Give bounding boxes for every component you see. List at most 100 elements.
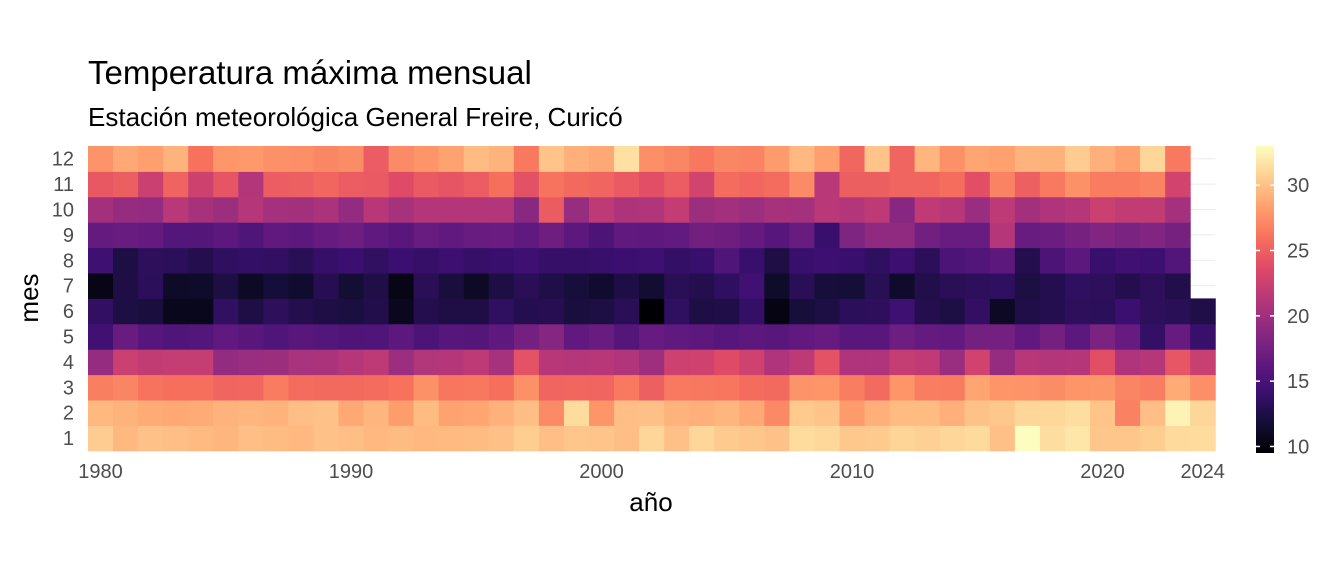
heatmap-cell [839, 425, 866, 452]
heatmap-cell [864, 196, 891, 223]
heatmap-cell [889, 247, 916, 274]
heatmap-cell [113, 298, 139, 325]
heatmap-cell [163, 298, 189, 325]
heatmap-cell [764, 196, 790, 223]
x-axis-title: año [629, 487, 672, 517]
heatmap-cell [789, 349, 815, 376]
x-tick-label: 1980 [78, 461, 123, 483]
heatmap-cell [113, 222, 139, 249]
heatmap-cell [839, 146, 866, 172]
heatmap-cell [1064, 171, 1091, 198]
heatmap-cell [363, 171, 390, 198]
heatmap-cell [789, 400, 815, 426]
heatmap-cell [88, 196, 114, 223]
heatmap-cell [1064, 298, 1091, 325]
heatmap-cell [188, 171, 214, 198]
heatmap-cell [664, 400, 690, 426]
heatmap-cell [413, 374, 440, 401]
heatmap-cell [664, 323, 690, 350]
heatmap-cell [939, 222, 966, 249]
heatmap-cell [488, 222, 515, 249]
heatmap-cell [589, 298, 615, 325]
heatmap-cell [213, 374, 239, 401]
heatmap-cell [939, 323, 966, 350]
heatmap-cell [964, 196, 991, 223]
heatmap-cell [338, 298, 365, 325]
heatmap-cell [1090, 196, 1116, 223]
heatmap-cell [313, 298, 339, 325]
x-axis-ticks: 1980 1990 2000 2010 2020 2024 [78, 461, 1225, 483]
heatmap-cell [1014, 171, 1041, 198]
heatmap-cell [88, 349, 114, 376]
heatmap-cell [463, 171, 490, 198]
heatmap-cell [513, 400, 540, 426]
heatmap-cell [488, 323, 515, 350]
heatmap-cell [614, 171, 640, 198]
heatmap-cell [138, 247, 164, 274]
heatmap-cell [1115, 400, 1141, 426]
heatmap-cell [313, 400, 339, 426]
heatmap-cell [138, 400, 164, 426]
heatmap-cell [889, 349, 916, 376]
heatmap-cell [589, 425, 615, 452]
heatmap-cell [438, 273, 465, 299]
heatmap-cell [739, 349, 765, 376]
heatmap-cell [288, 400, 314, 426]
heatmap-cell [463, 323, 490, 350]
heatmap-cell [113, 400, 139, 426]
heatmap-cell [1165, 273, 1191, 299]
heatmap-cell [188, 222, 214, 249]
heatmap-cell [488, 425, 515, 452]
heatmap-cell [639, 196, 665, 223]
heatmap-cell [789, 196, 815, 223]
heatmap-cell [639, 171, 665, 198]
heatmap-cell [88, 171, 114, 198]
heatmap-cell [563, 222, 590, 249]
heatmap-cell [1064, 323, 1091, 350]
heatmap-cell [538, 349, 565, 376]
heatmap-cell [789, 374, 815, 401]
heatmap-cell [714, 425, 740, 452]
color-legend: 10 15 20 25 30 [1256, 146, 1309, 459]
heatmap-cell [88, 374, 114, 401]
heatmap-cell [814, 222, 840, 249]
heatmap-cell [213, 349, 239, 376]
heatmap-cell [263, 247, 289, 274]
heatmap-cell [689, 171, 715, 198]
heatmap-cell [563, 425, 590, 452]
heatmap-cell [313, 247, 339, 274]
heatmap-cell [714, 298, 740, 325]
heatmap-cell [614, 222, 640, 249]
heatmap-cell [589, 247, 615, 274]
heatmap-cell [714, 323, 740, 350]
heatmap-cell [563, 196, 590, 223]
heatmap-cell [664, 273, 690, 299]
heatmap-cell [1090, 349, 1116, 376]
heatmap-cell [438, 400, 465, 426]
heatmap-cell [138, 273, 164, 299]
heatmap-cell [488, 374, 515, 401]
heatmap-cell [213, 247, 239, 274]
heatmap-cell [438, 247, 465, 274]
heatmap-cell [889, 196, 916, 223]
heatmap-cell [739, 298, 765, 325]
heatmap-cell [338, 171, 365, 198]
heatmap-cell [789, 425, 815, 452]
heatmap-cell [363, 400, 390, 426]
heatmap-cell [689, 298, 715, 325]
heatmap-cell [263, 374, 289, 401]
heatmap-cell [163, 374, 189, 401]
heatmap-cell [839, 298, 866, 325]
heatmap-cell [814, 400, 840, 426]
heatmap-cell [639, 247, 665, 274]
heatmap-cell [238, 425, 264, 452]
heatmap-cell [313, 146, 339, 172]
heatmap-cell [513, 273, 540, 299]
heatmap-cell [614, 247, 640, 274]
x-tick-label: 1990 [329, 461, 374, 483]
heatmap-cell [739, 400, 765, 426]
heatmap-cell [939, 146, 966, 172]
heatmap-cell [1165, 222, 1191, 249]
heatmap-cell [639, 425, 665, 452]
